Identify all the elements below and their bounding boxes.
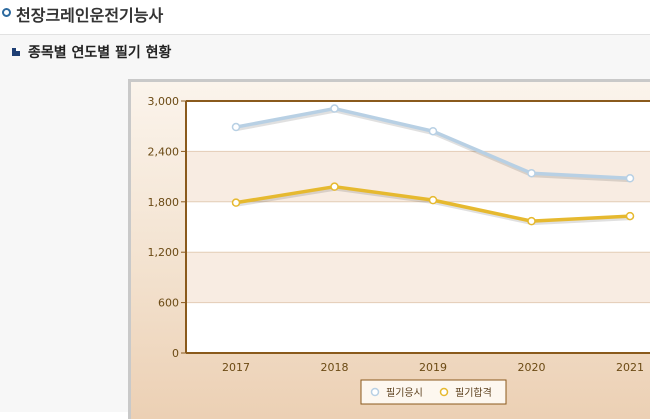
square-bullet-icon xyxy=(12,48,20,56)
page-title: 천장크레인운전기능사 xyxy=(0,0,650,35)
section-title: 종목별 연도별 필기 현황 xyxy=(28,45,172,61)
line-chart: 0 600 1,200 1,800 2,400 3,000 2017 2018 2019 202… xyxy=(131,82,650,419)
series-passers-point xyxy=(527,216,536,226)
series-applicants-point xyxy=(330,104,339,113)
legend-box xyxy=(360,379,507,405)
y-tick-label: 1,800 xyxy=(148,196,180,209)
x-tick-label: 2019 xyxy=(419,361,447,374)
y-tick-label: 1,200 xyxy=(148,246,180,259)
circle-bullet-icon xyxy=(2,8,11,17)
plot-area xyxy=(186,101,650,353)
chart-frame: 0 600 1,200 1,800 2,400 3,000 2017 2018 2019 202… xyxy=(128,79,650,419)
legend-marker-applicants xyxy=(370,387,380,397)
y-tick-label: 0 xyxy=(172,347,179,360)
legend-label-passers: 필기합격 xyxy=(455,386,492,399)
y-tick-label: 3,000 xyxy=(148,95,180,108)
series-applicants-point xyxy=(428,126,438,136)
series-applicants-point xyxy=(527,168,536,178)
grid-band xyxy=(186,252,650,303)
section-header: 종목별 연도별 필기 현황 xyxy=(0,35,650,68)
y-tick-label: 600 xyxy=(158,297,179,310)
x-tick-label: 2017 xyxy=(222,361,250,374)
x-tick-label: 2018 xyxy=(321,361,349,374)
legend: 필기응시 필기합격 xyxy=(360,379,507,405)
x-tick-label: 2021 xyxy=(616,361,644,374)
page-title-text: 천장크레인운전기능사 xyxy=(16,6,164,25)
legend-label-applicants: 필기응시 xyxy=(386,387,423,399)
series-applicants-point xyxy=(231,122,241,132)
legend-marker-passers xyxy=(439,387,449,397)
series-passers-point xyxy=(231,198,241,207)
series-applicants-point xyxy=(625,174,635,183)
x-tick-label: 2020 xyxy=(518,361,546,374)
series-passers-point xyxy=(625,211,635,221)
series-passers-point xyxy=(428,195,438,205)
y-tick-label: 2,400 xyxy=(148,145,180,158)
series-passers-point xyxy=(330,182,339,191)
